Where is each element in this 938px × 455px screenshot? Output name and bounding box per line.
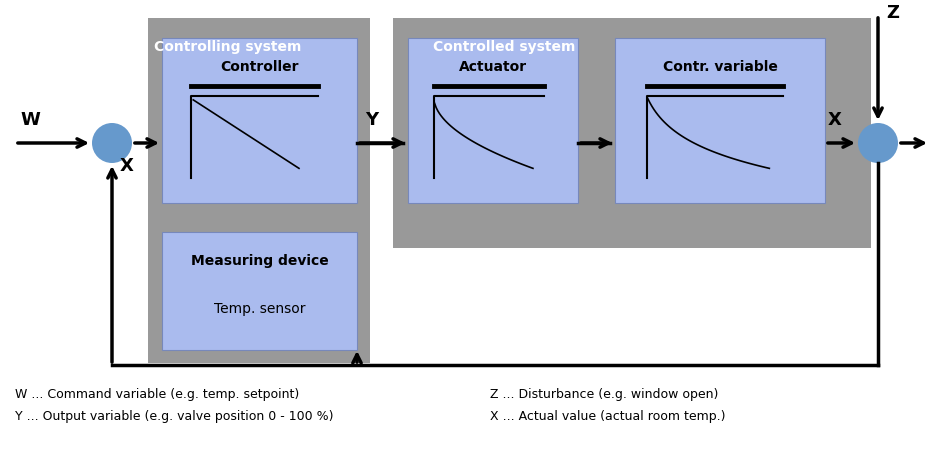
Text: Z ... Disturbance (e.g. window open): Z ... Disturbance (e.g. window open) [490, 388, 719, 401]
Bar [162, 38, 357, 203]
Text: Measuring device: Measuring device [190, 254, 328, 268]
Bar [615, 38, 825, 203]
Text: W: W [20, 111, 40, 129]
Text: Y: Y [365, 111, 378, 129]
Text: Actuator: Actuator [459, 60, 527, 74]
Bar [162, 232, 357, 350]
Circle shape [858, 123, 898, 163]
Text: X: X [120, 157, 134, 175]
Text: Contr. variable: Contr. variable [662, 60, 778, 74]
Text: Temp. sensor: Temp. sensor [214, 302, 305, 316]
Text: Controlling system: Controlling system [154, 40, 301, 54]
Bar [393, 18, 871, 248]
Text: X: X [828, 111, 842, 129]
Text: Controlled system: Controlled system [433, 40, 575, 54]
Text: X ... Actual value (actual room temp.): X ... Actual value (actual room temp.) [490, 410, 725, 423]
Text: Y ... Output variable (e.g. valve position 0 - 100 %): Y ... Output variable (e.g. valve positi… [15, 410, 334, 423]
Circle shape [92, 123, 132, 163]
Text: Z: Z [886, 4, 899, 22]
Bar [148, 18, 370, 363]
Bar [408, 38, 578, 203]
Text: W ... Command variable (e.g. temp. setpoint): W ... Command variable (e.g. temp. setpo… [15, 388, 299, 401]
Text: Controller: Controller [220, 60, 298, 74]
